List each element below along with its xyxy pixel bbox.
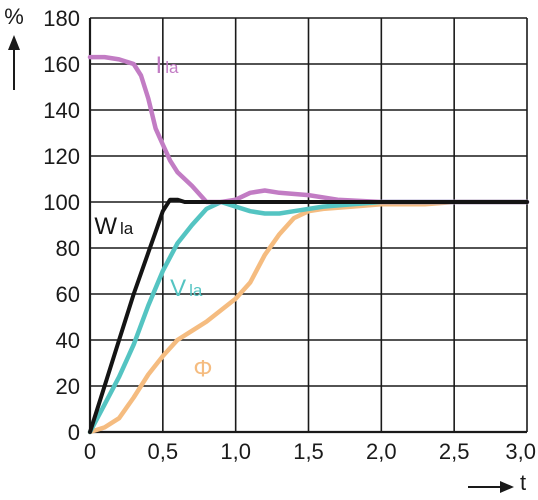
x-tick-label: 1,5 <box>293 439 324 464</box>
y-tick-label: 120 <box>43 144 80 169</box>
chart-grid <box>90 17 528 432</box>
x-tick-label: 3,0 <box>505 439 536 464</box>
series-line-i <box>87 54 530 205</box>
x-axis-label: t <box>520 470 526 495</box>
x-tick-label: 0,5 <box>148 439 179 464</box>
y-tick-label: 80 <box>56 236 80 261</box>
y-tick-label: 60 <box>56 282 80 307</box>
y-tick-label: 20 <box>56 374 80 399</box>
y-tick-label: 100 <box>43 190 80 215</box>
y-tick-label: 160 <box>43 52 80 77</box>
x-tick-label: 0 <box>84 439 96 464</box>
series-line-phi <box>87 199 530 435</box>
y-tick-label: 0 <box>68 420 80 445</box>
series-label-phi: Φ <box>193 356 212 383</box>
series-line-w <box>88 197 529 434</box>
x-tick-label: 1,0 <box>220 439 251 464</box>
y-tick-label: 180 <box>43 6 80 31</box>
x-tick-label: 2,5 <box>439 439 470 464</box>
y-tick-label: 140 <box>43 98 80 123</box>
x-tick-label: 2,0 <box>366 439 397 464</box>
x-axis-arrowhead <box>500 481 514 493</box>
chart-series <box>87 54 530 435</box>
chart-axes <box>8 18 527 493</box>
y-axis-arrowhead <box>8 35 20 50</box>
y-axis-label: % <box>4 4 24 29</box>
y-tick-label: 40 <box>56 328 80 353</box>
chart-labels: 0 20 40 60 80 100 120 140 160 180 0 0,5 1,0 1,5 2,0 2,5… <box>4 4 536 495</box>
